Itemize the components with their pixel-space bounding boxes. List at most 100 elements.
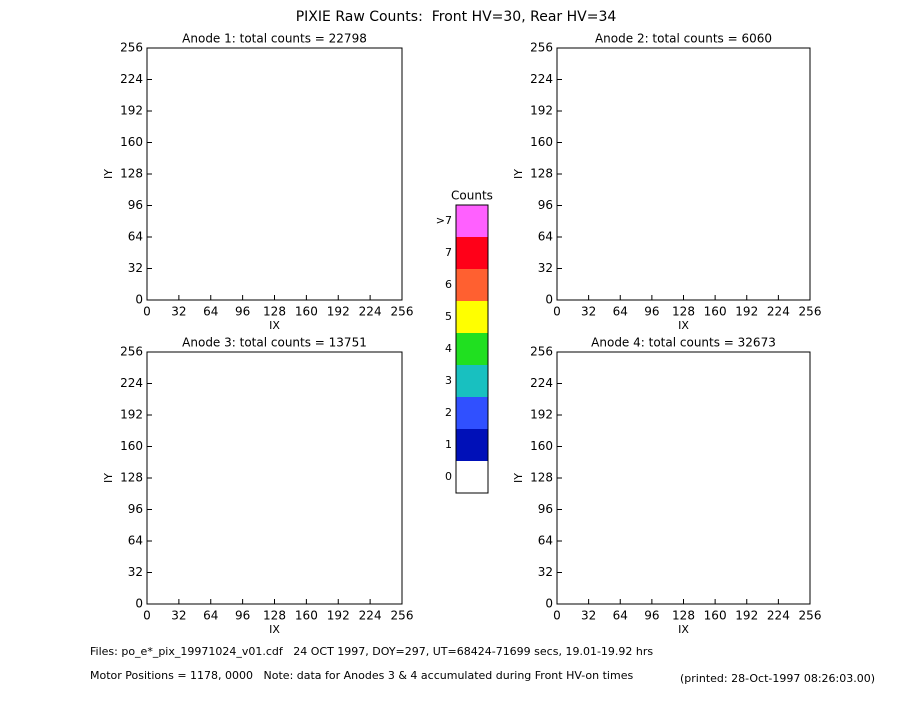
y-tick-label: 32: [128, 261, 143, 275]
y-axis-label: IY: [102, 169, 115, 179]
y-tick-label: 224: [120, 376, 143, 390]
plot-frame: [146, 351, 403, 605]
x-tick-label: 96: [235, 609, 250, 623]
x-tick-label: 64: [613, 305, 628, 319]
colorbar-label: 7: [445, 246, 452, 259]
colorbar-cell: [456, 397, 488, 429]
y-tick-label: 256: [530, 41, 553, 55]
y-tick-label: 32: [538, 565, 553, 579]
colorbar-cell: [456, 365, 488, 397]
x-tick-label: 32: [171, 609, 186, 623]
y-tick-label: 160: [530, 135, 553, 149]
y-tick-label: 64: [538, 230, 553, 244]
x-tick-label: 256: [799, 609, 822, 623]
x-tick-label: 192: [735, 305, 758, 319]
y-tick-label: 128: [120, 167, 143, 181]
x-tick-label: 128: [263, 305, 286, 319]
x-tick-label: 128: [672, 609, 695, 623]
y-tick-label: 32: [128, 565, 143, 579]
x-tick-label: 192: [327, 305, 350, 319]
footer-printed: (printed: 28-Oct-1997 08:26:03.00): [680, 672, 875, 685]
y-tick-label: 0: [545, 597, 553, 611]
plot-frame: [556, 47, 811, 301]
x-tick-label: 0: [553, 609, 561, 623]
colorbar-label: 4: [445, 342, 452, 355]
y-tick-label: 192: [120, 104, 143, 118]
x-tick-label: 96: [235, 305, 250, 319]
x-tick-label: 224: [767, 609, 790, 623]
y-tick-label: 96: [128, 502, 143, 516]
y-tick-label: 224: [120, 72, 143, 86]
x-tick-label: 0: [143, 609, 151, 623]
y-axis-label: IY: [102, 473, 115, 483]
y-tick-label: 192: [530, 408, 553, 422]
colorbar-label: 6: [445, 278, 452, 291]
x-tick-label: 96: [644, 305, 659, 319]
x-tick-label: 128: [672, 305, 695, 319]
y-tick-label: 0: [545, 293, 553, 307]
y-tick-label: 224: [530, 72, 553, 86]
footer-files: Files: po_e*_pix_19971024_v01.cdf 24 OCT…: [90, 645, 653, 658]
x-tick-label: 32: [171, 305, 186, 319]
y-tick-label: 64: [128, 230, 143, 244]
y-tick-label: 160: [120, 135, 143, 149]
y-tick-label: 256: [120, 345, 143, 359]
x-tick-label: 160: [295, 609, 318, 623]
y-tick-label: 160: [120, 439, 143, 453]
y-tick-label: 96: [538, 198, 553, 212]
y-tick-label: 128: [120, 471, 143, 485]
x-tick-label: 0: [143, 305, 151, 319]
y-tick-label: 128: [530, 471, 553, 485]
y-tick-label: 128: [530, 167, 553, 181]
colorbar-cell: [456, 429, 488, 461]
colorbar-cell: [456, 205, 488, 237]
x-tick-label: 160: [704, 305, 727, 319]
y-tick-label: 192: [530, 104, 553, 118]
x-axis-label: IX: [269, 623, 280, 636]
x-axis-label: IX: [678, 623, 689, 636]
x-tick-label: 256: [391, 305, 414, 319]
x-tick-label: 192: [735, 609, 758, 623]
x-tick-label: 160: [295, 305, 318, 319]
panel-title: Anode 4: total counts = 32673: [591, 336, 776, 350]
x-tick-label: 256: [391, 609, 414, 623]
x-tick-label: 192: [327, 609, 350, 623]
x-tick-label: 32: [581, 305, 596, 319]
x-tick-label: 64: [203, 305, 218, 319]
colorbar-cell: [456, 237, 488, 269]
y-tick-label: 32: [538, 261, 553, 275]
y-tick-label: 256: [530, 345, 553, 359]
y-tick-label: 0: [135, 293, 143, 307]
x-tick-label: 160: [704, 609, 727, 623]
x-tick-label: 256: [799, 305, 822, 319]
colorbar-label: 2: [445, 406, 452, 419]
y-axis-label: IY: [512, 473, 525, 483]
y-tick-label: 64: [538, 534, 553, 548]
colorbar-label: 3: [445, 374, 452, 387]
x-tick-label: 224: [359, 609, 382, 623]
colorbar-label: 0: [445, 470, 452, 483]
y-tick-label: 224: [530, 376, 553, 390]
colorbar-title: Counts: [451, 189, 493, 203]
x-tick-label: 128: [263, 609, 286, 623]
colorbar-cell: [456, 333, 488, 365]
colorbar-label: 5: [445, 310, 452, 323]
plot-frame: [146, 47, 403, 301]
y-tick-label: 96: [128, 198, 143, 212]
y-tick-label: 256: [120, 41, 143, 55]
x-tick-label: 96: [644, 609, 659, 623]
panel-title: Anode 3: total counts = 13751: [182, 336, 367, 350]
y-axis-label: IY: [512, 169, 525, 179]
y-tick-label: 64: [128, 534, 143, 548]
footer-motor: Motor Positions = 1178, 0000 Note: data …: [90, 669, 633, 682]
x-axis-label: IX: [269, 319, 280, 332]
colorbar-cell: [456, 301, 488, 333]
x-tick-label: 32: [581, 609, 596, 623]
x-tick-label: 64: [203, 609, 218, 623]
x-tick-label: 224: [359, 305, 382, 319]
x-tick-label: 0: [553, 305, 561, 319]
panel-title: Anode 2: total counts = 6060: [595, 32, 772, 46]
colorbar-label: >7: [436, 214, 452, 227]
main-title: PIXIE Raw Counts: Front HV=30, Rear HV=3…: [296, 9, 617, 25]
